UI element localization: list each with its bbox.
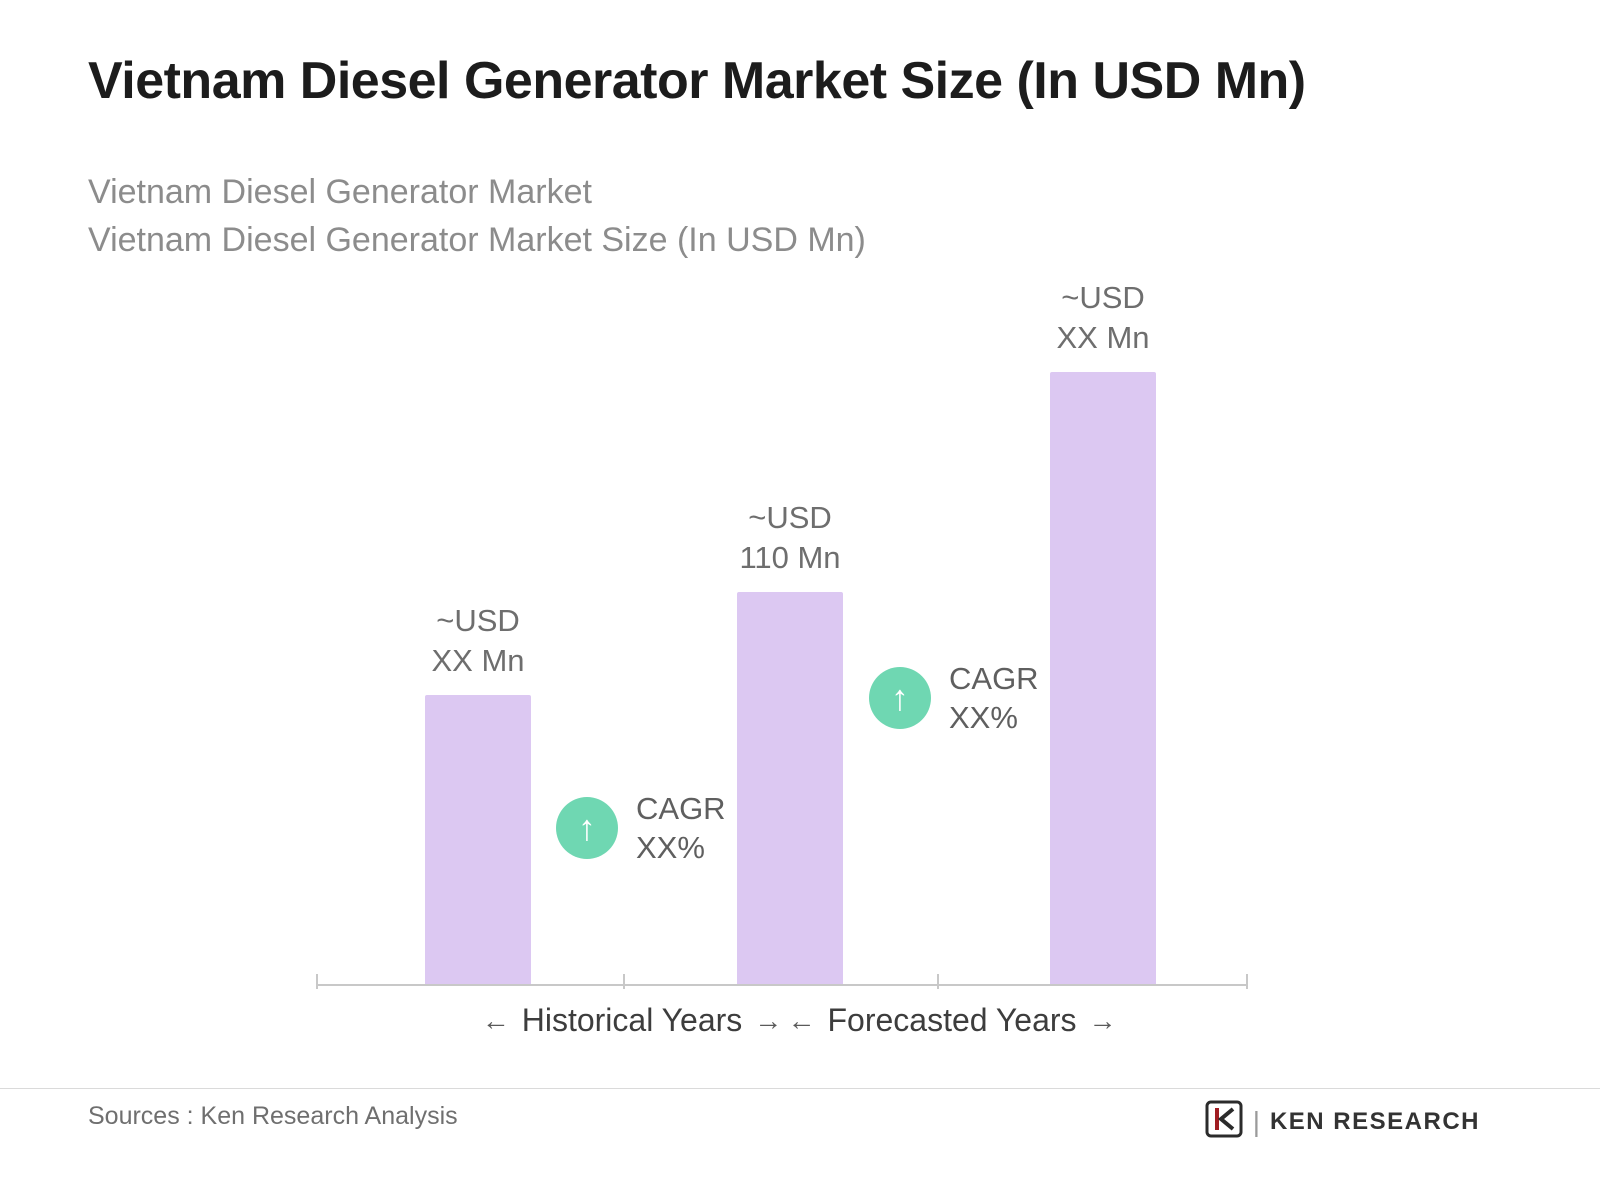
- bar-group-forecast: ~USD XX Mn: [1050, 280, 1156, 985]
- logo-wordmark: KEN RESEARCH: [1269, 1107, 1480, 1135]
- axis-group-text: Forecasted Years: [827, 1002, 1077, 1038]
- axis-tick: [1246, 974, 1248, 989]
- bar-group-historical-start: ~USD XX Mn: [425, 603, 531, 985]
- axis-group-label-historical: ← Historical Years →: [482, 1002, 783, 1039]
- logo-separator: |: [1252, 1105, 1260, 1137]
- axis-tick: [623, 974, 625, 989]
- right-arrow-icon: →: [754, 1004, 783, 1036]
- page-title: Vietnam Diesel Generator Market Size (In…: [88, 52, 1306, 110]
- bar: [1050, 372, 1156, 985]
- left-arrow-icon: ←: [481, 1004, 510, 1036]
- subtitle-line-2: Vietnam Diesel Generator Market Size (In…: [88, 221, 866, 259]
- left-arrow-icon: ←: [787, 1004, 816, 1036]
- chart-subtitle: Vietnam Diesel Generator Market Vietnam …: [88, 168, 866, 264]
- up-arrow-circle-icon: ↑: [869, 667, 931, 729]
- cagr-label: CAGR XX%: [949, 661, 1039, 735]
- bar: [425, 695, 531, 985]
- footer-divider: [0, 1088, 1600, 1089]
- cagr-annotation-forecast: ↑ CAGR XX%: [869, 659, 1039, 737]
- bar-value-label: ~USD 110 Mn: [739, 500, 841, 575]
- sources-text: Sources : Ken Research Analysis: [88, 1102, 458, 1130]
- cagr-annotation-historical: ↑ CAGR XX%: [556, 789, 726, 867]
- right-arrow-icon: →: [1088, 1004, 1117, 1036]
- axis-group-label-forecasted: ← Forecasted Years →: [787, 1002, 1116, 1039]
- bar-value-label: ~USD XX Mn: [431, 603, 525, 678]
- up-arrow-circle-icon: ↑: [556, 797, 618, 859]
- ken-research-logo: | KEN RESEARCH: [1205, 1100, 1480, 1143]
- bar-group-historical-end: ~USD 110 Mn: [737, 500, 843, 985]
- subtitle-line-1: Vietnam Diesel Generator Market: [88, 173, 592, 211]
- axis-tick: [316, 974, 318, 989]
- bar: [737, 592, 843, 985]
- axis-tick: [937, 974, 939, 989]
- cagr-label: CAGR XX%: [636, 791, 726, 865]
- bar-value-label: ~USD XX Mn: [1056, 280, 1150, 355]
- logo-mark-icon: [1205, 1100, 1243, 1143]
- x-axis-line: [316, 984, 1248, 986]
- axis-group-text: Historical Years: [521, 1002, 743, 1038]
